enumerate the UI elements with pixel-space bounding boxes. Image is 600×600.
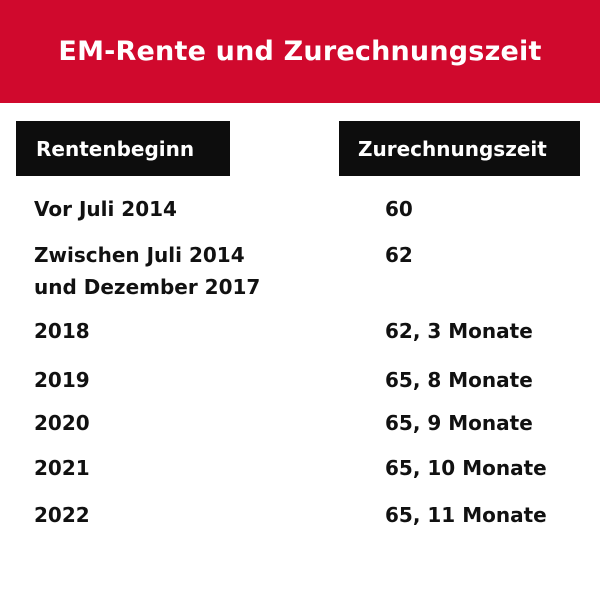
row-value-cell: 62 (385, 243, 413, 267)
row-start-cell: Vor Juli 2014 (34, 197, 177, 221)
page-title: EM-Rente und Zurechnungszeit (58, 36, 542, 67)
row-value-cell: 60 (385, 197, 413, 221)
row-value-cell: 65, 8 Monate (385, 368, 533, 392)
row-value-cell: 65, 10 Monate (385, 456, 547, 480)
column-header-label: Zurechnungszeit (358, 136, 547, 161)
column-header-label: Rentenbeginn (36, 136, 195, 161)
row-start-cell: 2022 (34, 503, 90, 527)
row-value-cell: 62, 3 Monate (385, 319, 533, 343)
row-start-cell: 2018 (34, 319, 90, 343)
row-start-cell: 2019 (34, 368, 90, 392)
title-banner: EM-Rente und Zurechnungszeit (0, 0, 600, 103)
row-value-cell: 65, 9 Monate (385, 411, 533, 435)
row-value-cell: 65, 11 Monate (385, 503, 547, 527)
column-header-zurechnungszeit: Zurechnungszeit (339, 121, 580, 176)
row-start-cell: 2021 (34, 456, 90, 480)
row-start-cell: Zwischen Juli 2014 (34, 243, 245, 267)
row-start-cell-line2: und Dezember 2017 (34, 275, 261, 299)
column-header-rentenbeginn: Rentenbeginn (16, 121, 230, 176)
row-start-cell: 2020 (34, 411, 90, 435)
